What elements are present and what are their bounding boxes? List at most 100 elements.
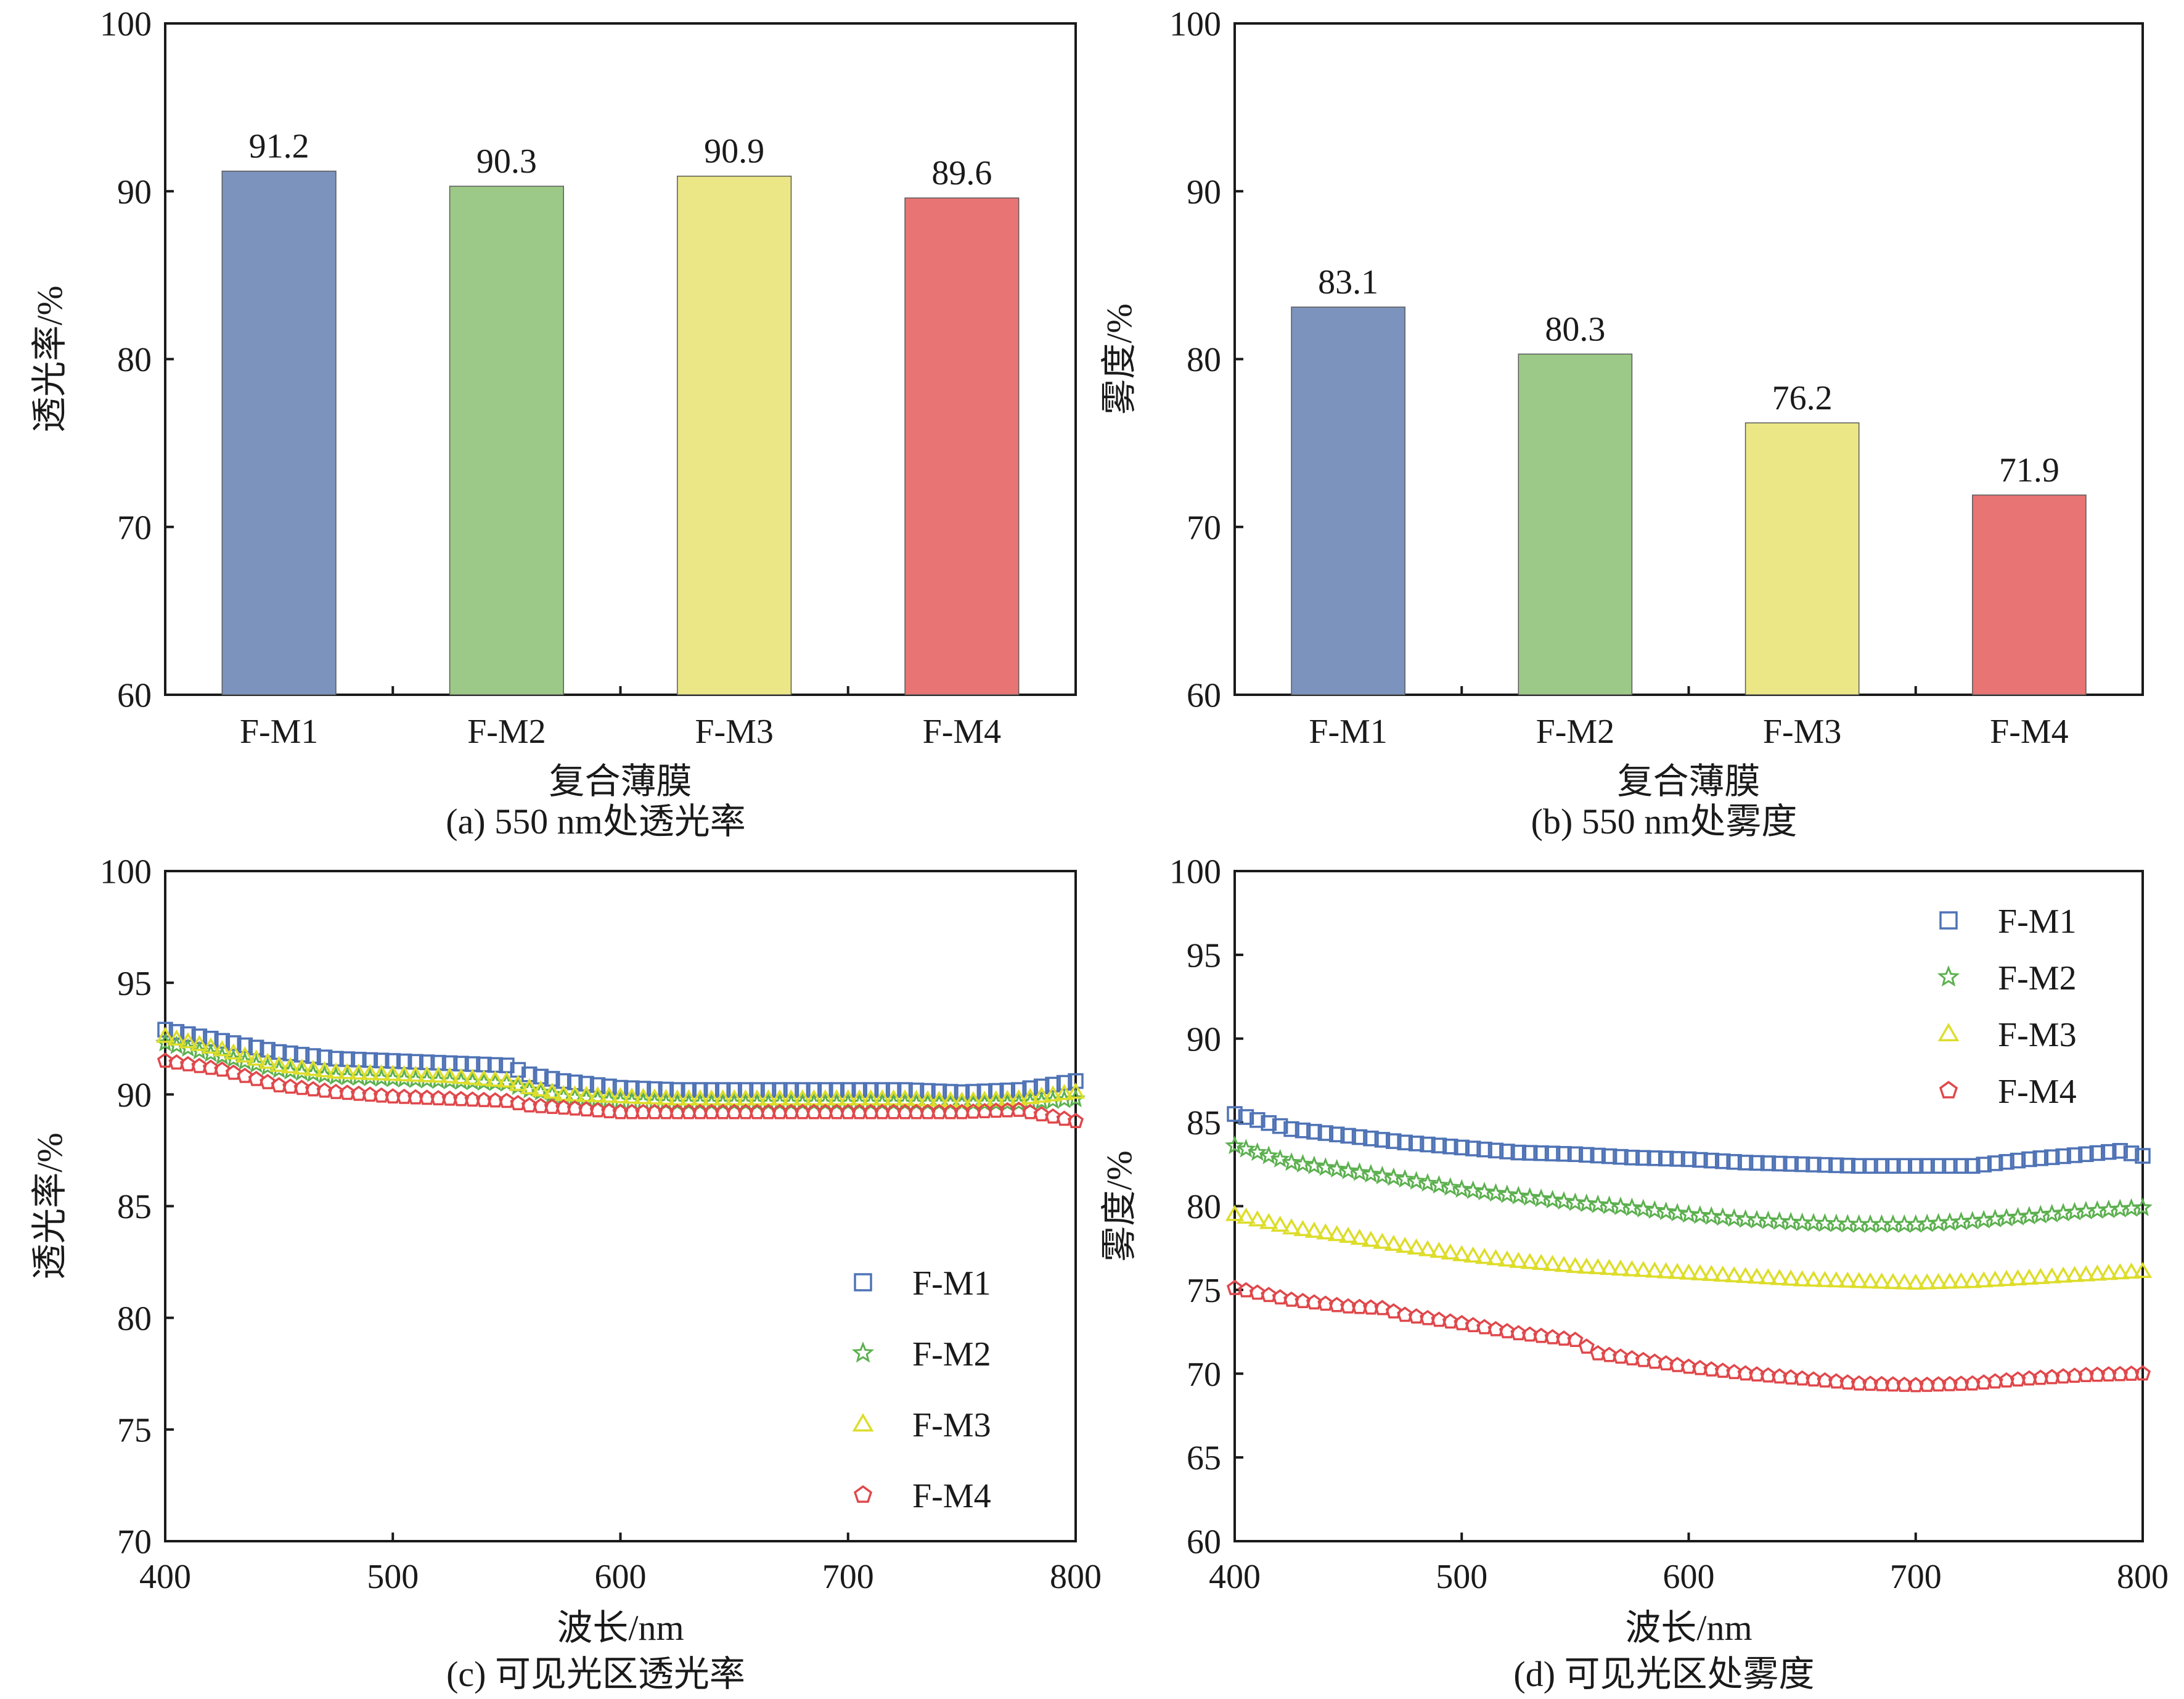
- y-tick-label: 100: [100, 853, 152, 891]
- legend-label: F-M2: [912, 1335, 991, 1374]
- data-point: [1613, 1148, 1629, 1165]
- data-point: [1497, 1250, 1517, 1267]
- x-axis-label: 复合薄膜: [1617, 761, 1760, 801]
- y-axis-label: 透光率/%: [30, 285, 70, 432]
- data-point: [975, 1091, 994, 1107]
- data-point: [1440, 1177, 1460, 1196]
- data-point: [2031, 1205, 2051, 1224]
- data-point: [214, 1061, 231, 1077]
- data-point: [2053, 1203, 2074, 1222]
- data-point: [1407, 1238, 1426, 1255]
- series-F-M3: [155, 1026, 1086, 1108]
- data-point: [1601, 1346, 1618, 1362]
- data-point: [1532, 1253, 1551, 1270]
- data-point: [1679, 1204, 1699, 1223]
- x-tick-label: 400: [1209, 1558, 1261, 1596]
- panel-d: 60 65 70 75 80 85 90 95 100 雾度/% 400 500 600 700 800 波长…: [1099, 853, 2169, 1694]
- y-tick-label: 65: [1187, 1439, 1221, 1478]
- y-tick-label: 60: [1187, 677, 1221, 715]
- data-point: [1749, 1155, 1765, 1171]
- data-point: [168, 1054, 185, 1070]
- data-point: [963, 1091, 983, 1108]
- bar-F-M3: [1744, 422, 1860, 695]
- legend-marker-F-M3: [1937, 1023, 1960, 1042]
- data-point: [237, 1067, 253, 1083]
- data-point: [417, 1066, 436, 1083]
- data-point: [1531, 1188, 1552, 1208]
- data-point: [1225, 1135, 1245, 1155]
- legend: F-M1 F-M2 F-M3 F-M4: [1937, 903, 2077, 1111]
- data-point: [2089, 1145, 2106, 1161]
- data-point: [1713, 1265, 1732, 1282]
- data-point: [1624, 1350, 1640, 1365]
- data-point: [2110, 1198, 2130, 1218]
- data-point: [1374, 1300, 1391, 1316]
- y-tick-label: 90: [1187, 173, 1221, 211]
- data-point: [1770, 1269, 1789, 1285]
- data-point: [1862, 1158, 1878, 1174]
- data-point: [509, 1075, 528, 1091]
- data-point: [1022, 1103, 1039, 1120]
- data-point: [1578, 1338, 1595, 1354]
- y-tick-label: 70: [1187, 509, 1221, 547]
- data-point: [1634, 1261, 1653, 1277]
- data-point: [1806, 1157, 1822, 1173]
- legend: F-M1 F-M2 F-M3 F-M4: [851, 1264, 991, 1515]
- data-point: [1554, 1256, 1574, 1272]
- data-point: [1567, 1146, 1584, 1163]
- data-point: [1238, 1282, 1254, 1298]
- data-point: [1611, 1196, 1630, 1216]
- x-tick-label: F-M2: [1536, 713, 1615, 751]
- series-F-M2: [1225, 1135, 2153, 1233]
- data-point: [1928, 1213, 1949, 1232]
- data-point: [315, 1061, 334, 1078]
- data-point: [280, 1057, 300, 1073]
- x-tick-label: F-M3: [1763, 713, 1842, 751]
- data-point: [2121, 1198, 2141, 1217]
- series-F-M4: [157, 1052, 1084, 1128]
- data-point: [1543, 1255, 1562, 1271]
- data-point: [1567, 1332, 1584, 1347]
- data-point: [2055, 1148, 2071, 1165]
- legend-label: F-M1: [1998, 903, 2077, 941]
- data-point: [1283, 1291, 1300, 1307]
- legend-marker-F-M4: [1939, 1081, 1958, 1099]
- data-point: [1965, 1158, 1981, 1174]
- data-point: [1420, 1136, 1436, 1153]
- data-point: [486, 1070, 505, 1087]
- data-point: [1465, 1140, 1481, 1157]
- data-point: [1372, 1165, 1393, 1185]
- data-point: [1692, 1152, 1708, 1168]
- data-point: [2008, 1206, 2028, 1226]
- y-tick-label: 75: [1187, 1272, 1221, 1310]
- data-point: [599, 1086, 619, 1103]
- data-point: [406, 1065, 425, 1082]
- data-point: [1304, 1155, 1324, 1174]
- data-point: [1293, 1153, 1313, 1173]
- data-point: [1293, 1219, 1312, 1237]
- data-point: [1317, 1125, 1334, 1141]
- bar-value-label: 83.1: [1318, 263, 1378, 301]
- data-point: [1656, 1202, 1676, 1221]
- x-tick-label: 700: [822, 1558, 874, 1596]
- data-point: [1304, 1221, 1324, 1238]
- data-point: [1237, 1207, 1256, 1224]
- legend-marker-F-M1: [854, 1273, 872, 1292]
- y-axis-label: 雾度/%: [1099, 303, 1139, 414]
- data-point: [1021, 1087, 1040, 1104]
- data-point: [1465, 1317, 1481, 1333]
- data-point: [1828, 1157, 1844, 1173]
- data-point: [1930, 1158, 1947, 1174]
- data-point: [1714, 1362, 1731, 1378]
- data-point: [271, 1077, 287, 1092]
- data-point: [1259, 1145, 1279, 1165]
- data-point: [1066, 1083, 1086, 1099]
- data-point: [1328, 1296, 1345, 1312]
- data-point: [1509, 1251, 1528, 1268]
- y-tick-label: 95: [117, 965, 152, 1003]
- data-point: [2042, 1267, 2061, 1283]
- bar-F-M1: [1291, 306, 1405, 695]
- data-point: [1283, 1121, 1299, 1137]
- data-point: [1542, 1190, 1563, 1209]
- data-point: [1940, 1212, 1960, 1231]
